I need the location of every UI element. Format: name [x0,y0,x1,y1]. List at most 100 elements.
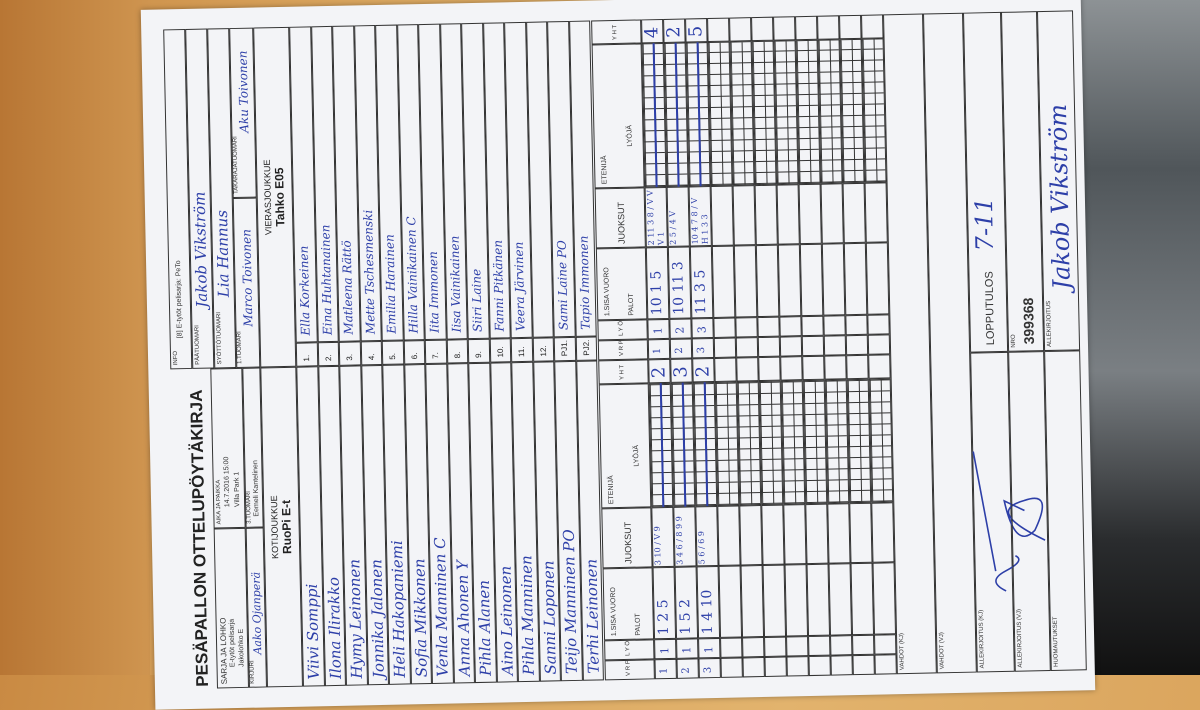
home-juo-cell [761,504,785,566]
player-number: 1. [302,354,312,362]
player-number: PJ1. [559,340,570,357]
home-player-name: Sofia Mikkonen [409,558,431,678]
nro-value: 399368 [1019,297,1037,345]
home-vrp-cell [874,654,897,675]
away-juoksut-header-text: JUOKSUT [615,201,627,245]
home-yht-value: 2 [692,365,714,378]
home-player-name: Pihla Manninen [517,555,538,676]
player-number: 3. [345,353,355,361]
player-number: 7. [431,352,441,359]
away-player-number: 7. [424,339,447,365]
away-player-number: 11. [510,337,533,363]
away-palot-value: 10 11 3 [670,261,688,315]
away-juo-cell [754,184,778,246]
player-number: 12. [538,345,548,357]
away-period: 3 [695,346,708,354]
away-yht-cell [861,14,884,39]
home-player-name: Teijo Manninen PO [559,529,581,675]
home-juo-cell [805,503,829,565]
away-etenija-grid [773,40,799,185]
home-etenija-grid [758,380,784,506]
home-palot-header-text: 1.SISA VUORO [609,587,618,637]
away-juo-cell [820,183,844,244]
home-etenija-grid [868,378,894,503]
home-lyo-cell [874,634,897,655]
home-player-name: Terhi Leinonen [581,558,603,674]
home-yht-value: 3 [670,366,692,378]
away-lyo-cell [713,317,736,338]
scorer-label: KIRJURI [249,660,256,684]
third-umpire-value: Eemeli Kantelinen [252,460,261,517]
home-pal-cell [784,564,809,637]
home-lyo-cell [830,635,853,656]
sign-kj-box: ALLEKIRJOITUS (KJ) [970,351,1046,673]
home-etenija-grid [736,381,762,506]
away-juo-cell [864,182,888,243]
away-vrp-cell [801,335,825,357]
series-label: SARJA JA LOHKO [218,617,229,685]
home-period: 1 [658,667,670,675]
away-player-number: 6. [403,340,426,365]
away-lyo-cell [845,314,868,336]
away-lyoja-label: LYÖJÄ [626,124,634,147]
pitch-umpire-label: SYÖTTÖTUOMARI [216,311,224,365]
away-player-number: 5. [381,340,404,365]
away-juoksut-value: 2 11 3 8 / V V V 1 [645,190,666,246]
pitch-umpire-value: Lia Hannus [212,209,233,298]
away-lyo-value: 3 [695,326,709,334]
player-number: 8. [452,351,462,359]
home-yht-cell [780,356,803,381]
player-number: 10. [495,346,505,358]
away-lyo-cell [757,316,780,338]
signature-box: ALLEKIRJOITUS Jakob Vikström [1036,10,1081,352]
away-pal-cell [865,242,890,315]
away-yht-cell [817,15,840,40]
time-place-box: AIKA JA PAIKKA 14.7.2016 15:00 Villa Par… [210,367,246,529]
away-pal-cell [777,244,802,317]
home-yht-cell [868,354,891,379]
away-yht-cell [707,17,730,43]
away-yht-value: 5 [685,25,707,38]
home-palot-value: 1 4 10 [699,589,716,635]
away-etenija-grid [839,38,865,184]
away-lyo-cell [779,316,802,337]
home-lyo-header-text: L Y Ö [625,640,632,656]
away-lyo-header: L Y Ö [597,319,648,341]
away-yht-cell [839,14,862,40]
sign-vj-label: ALLEKIRJOITUS (VJ) [1016,608,1024,668]
away-palot-label: PALOT [627,293,636,316]
away-etenija-grid [707,41,733,187]
away-lyo-cell [823,315,846,336]
away-pal-cell [733,245,758,318]
away-player-number: 12. [532,337,555,362]
signature-label: ALLEKIRJOITUS [1046,300,1054,348]
first-umpire-box: 1.TUOMARI Marco Toivonen [232,197,261,368]
player-number: 9. [473,351,484,359]
away-player-number: PJ2. [575,336,598,361]
home-period: 2 [680,667,692,674]
away-palot-header-text: 1.SISA VUORO [603,267,612,317]
third-umpire-label: 3.TUOMARI [245,491,253,524]
home-juoksut-header: JUOKSUT [601,507,653,569]
away-palot-value: 10 1 5 [648,270,666,316]
away-vrp-cell [735,337,759,358]
player-number: 6. [409,352,419,360]
away-pal-cell [711,245,736,318]
home-player-name: Anna Ahonen Y [452,559,474,677]
home-pal-cell [850,562,875,636]
home-etenija-grid [714,381,740,506]
away-etenija-header-text: ETENIJÄ [600,155,609,185]
notes-box: HUOMAUTUKSET [1044,350,1087,672]
home-juoksut-value: 3 4 6 / 8 9 9 [674,516,685,565]
place-value: Villa Park 1 [233,471,242,508]
away-player-number: 2. [317,341,340,367]
home-yht-cell [736,357,759,382]
back-umpire-value: Aku Toivonen [235,50,252,133]
home-lyo-cell [786,636,809,657]
away-player-number: 10. [489,338,512,363]
nro-label: NRO [1010,334,1018,348]
away-juo-cell [776,184,800,245]
away-juoksut-header: JUOKSUT [594,187,646,249]
away-player-name: Matleena Rättö [339,240,356,335]
home-player-name: Ilona Ilirakko [324,576,345,680]
